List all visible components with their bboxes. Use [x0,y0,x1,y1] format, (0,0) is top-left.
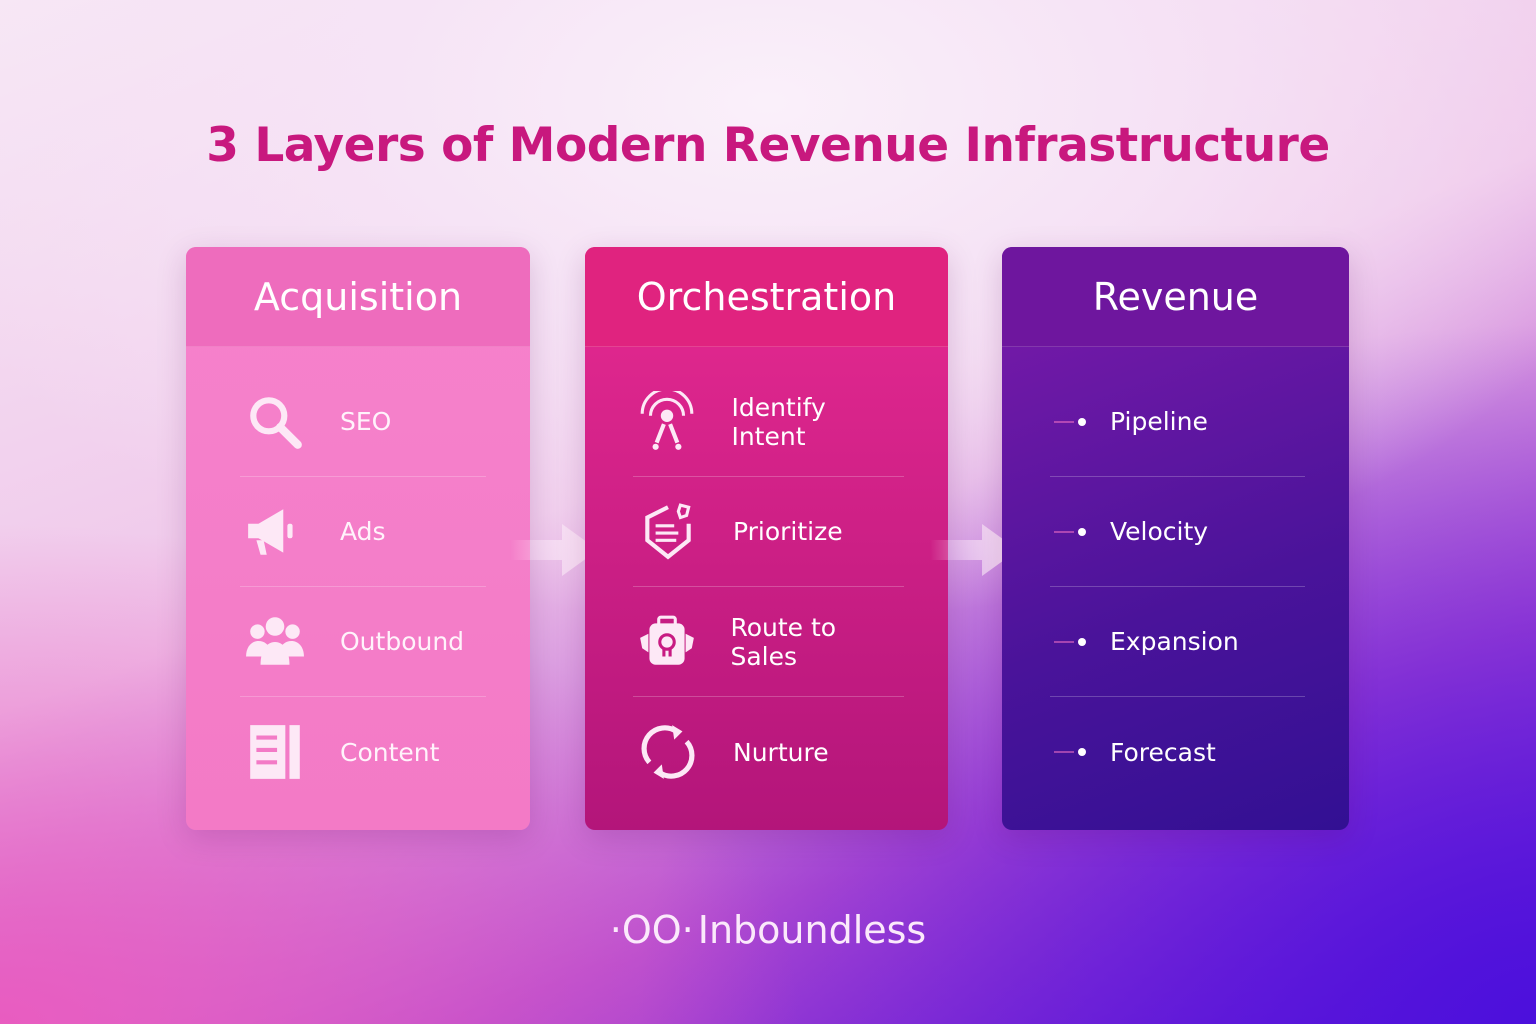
acquisition-card: Acquisition SEO Ads Outbound Content [186,247,530,830]
document-icon [240,717,310,787]
arrow-right-icon [930,524,1018,576]
logo-mark: ·OO· [609,908,694,952]
bullet-icon [1054,417,1086,426]
arrow-right-icon [510,524,598,576]
list-item: Ads [240,477,486,587]
list-item: Outbound [240,587,486,697]
list-item: Content [240,697,486,807]
card-title: Orchestration [585,247,948,347]
list-item: Velocity [1050,477,1305,587]
megaphone-icon [240,497,310,567]
card-title: Acquisition [186,247,530,347]
signal-icon [633,387,701,457]
brand-name: Inboundless [697,908,927,952]
list-item: Prioritize [633,477,904,587]
search-icon [240,387,310,457]
page-title: 3 Layers of Modern Revenue Infrastructur… [206,118,1330,173]
list-item: Forecast [1050,697,1305,807]
refresh-icon [633,717,703,787]
bullet-icon [1054,637,1086,646]
lock-bag-icon [633,607,700,677]
users-icon [240,607,310,677]
bullet-icon [1054,527,1086,536]
list-item: Route to Sales [633,587,904,697]
list-item: Identify Intent [633,367,904,477]
list-item: SEO [240,367,486,477]
orchestration-card: Orchestration Identify Intent Prioritize… [585,247,948,830]
shield-list-icon [633,497,703,567]
card-title: Revenue [1002,247,1349,347]
revenue-card: Revenue Pipeline Velocity Expansion Fore… [1002,247,1349,830]
list-item: Nurture [633,697,904,807]
list-item: Expansion [1050,587,1305,697]
brand-logo: ·OO· Inboundless [0,908,1536,952]
bullet-icon [1054,748,1086,756]
list-item: Pipeline [1050,367,1305,477]
